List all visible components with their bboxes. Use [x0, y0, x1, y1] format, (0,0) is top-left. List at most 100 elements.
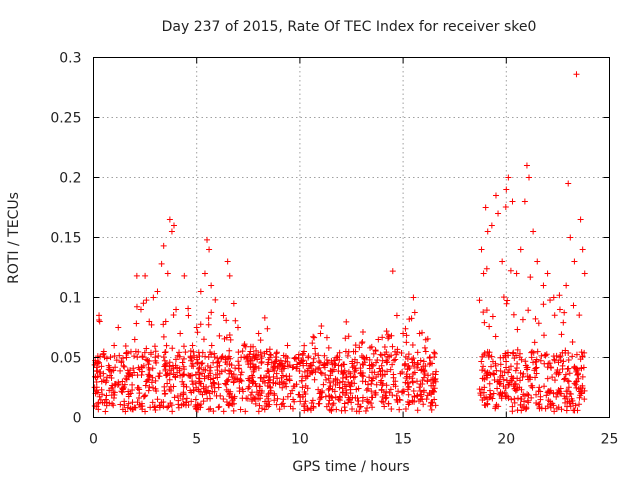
data-point-dense [514, 326, 521, 333]
data-point-dense [227, 368, 234, 375]
data-point-dense [140, 393, 147, 400]
data-point-dense [432, 371, 439, 378]
data-point-dense [565, 356, 572, 363]
data-point-dense [163, 342, 170, 349]
data-point-dense [402, 360, 409, 367]
data-point-dense [517, 396, 524, 403]
data-point-dense [324, 360, 331, 367]
data-point-dense [155, 373, 162, 380]
data-point-dense [100, 351, 107, 358]
data-point-dense [513, 365, 520, 372]
data-point-dense [235, 349, 242, 356]
data-point-dense [182, 349, 189, 356]
data-point-dense [104, 374, 111, 381]
data-point-dense [392, 383, 399, 390]
data-point [577, 216, 584, 223]
data-point-dense [362, 408, 369, 415]
data-point-dense [207, 376, 214, 383]
data-point [400, 330, 407, 337]
data-point-dense [535, 388, 542, 395]
data-point-dense [319, 388, 326, 395]
data-point-dense [180, 363, 187, 370]
data-point-dense [266, 401, 273, 408]
data-point-dense [138, 372, 145, 379]
data-point-dense [276, 406, 283, 413]
data-point-dense [144, 377, 151, 384]
data-point-dense [315, 358, 322, 365]
data-point-dense [145, 376, 152, 383]
data-point-dense [203, 389, 210, 396]
data-point-dense [113, 357, 120, 364]
data-point-dense [188, 389, 195, 396]
data-point-dense [161, 349, 168, 356]
data-point [503, 186, 510, 193]
data-point-dense [300, 393, 307, 400]
data-point-dense [239, 386, 246, 393]
data-point [581, 270, 588, 277]
data-point-dense [276, 379, 283, 386]
data-point-dense [237, 371, 244, 378]
data-point-dense [561, 375, 568, 382]
data-point-dense [302, 398, 309, 405]
data-point-dense [524, 391, 531, 398]
data-point-dense [380, 399, 387, 406]
data-point-dense [559, 366, 566, 373]
data-point-dense [561, 376, 568, 383]
data-point-dense [514, 385, 521, 392]
data-point-dense [414, 392, 421, 399]
data-point-dense [125, 400, 132, 407]
data-point-dense [328, 368, 335, 375]
data-point-dense [283, 383, 290, 390]
y-tick-label: 0 [73, 411, 82, 427]
data-point-dense [333, 406, 340, 413]
data-point-dense [93, 378, 100, 385]
data-point-dense [352, 342, 359, 349]
y-tick-label: 0.05 [50, 351, 81, 367]
data-point-dense [502, 204, 509, 211]
data-point-dense [360, 354, 367, 361]
data-point-dense [564, 388, 571, 395]
data-point-dense [267, 383, 274, 390]
scatter-points [91, 71, 588, 415]
data-point-dense [497, 361, 504, 368]
data-point-dense [571, 363, 578, 370]
data-point-dense [506, 366, 513, 373]
data-point-dense [165, 403, 172, 410]
data-point-dense [503, 364, 510, 371]
data-point-dense [226, 332, 233, 339]
data-point-dense [424, 378, 431, 385]
data-point-dense [536, 384, 543, 391]
data-point-dense [171, 394, 178, 401]
data-point-dense [328, 407, 335, 414]
data-point [220, 312, 227, 319]
data-point-dense [551, 357, 558, 364]
data-point-dense [314, 365, 321, 372]
data-point [383, 328, 390, 335]
data-point-dense [390, 357, 397, 364]
data-point [410, 294, 417, 301]
data-point-dense [566, 370, 573, 377]
data-point-dense [352, 348, 359, 355]
data-point-dense [525, 307, 532, 314]
data-point-dense [505, 381, 512, 388]
data-point-dense [568, 395, 575, 402]
data-point-dense [379, 380, 386, 387]
data-point-dense [170, 383, 177, 390]
data-point-dense [189, 360, 196, 367]
data-point-dense [484, 372, 491, 379]
data-point-dense [323, 334, 330, 341]
data-point-dense [572, 381, 579, 388]
data-point-dense [541, 383, 548, 390]
data-point-dense [317, 369, 324, 376]
data-point-dense [96, 369, 103, 376]
data-point-dense [366, 374, 373, 381]
data-point-dense [172, 356, 179, 363]
data-point-dense [510, 383, 517, 390]
data-point [480, 270, 487, 277]
data-point-dense [558, 331, 565, 338]
data-point-dense [336, 349, 343, 356]
data-point [206, 246, 213, 253]
data-point-dense [363, 387, 370, 394]
data-point-dense [556, 292, 563, 299]
data-point-dense [560, 319, 567, 326]
